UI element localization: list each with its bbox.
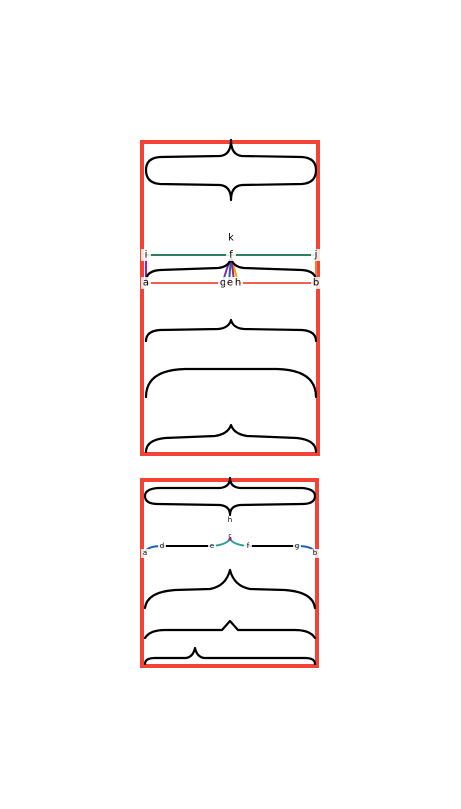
svg-text:b: b bbox=[313, 549, 318, 557]
label-e: e bbox=[225, 277, 235, 289]
brace2-pointed bbox=[143, 568, 317, 610]
label2-f: f bbox=[244, 542, 252, 551]
label-k: k bbox=[228, 233, 234, 244]
label2-c: c bbox=[228, 533, 231, 540]
svg-text:j: j bbox=[314, 250, 318, 261]
label2-d: d bbox=[158, 542, 166, 551]
label2-a: a bbox=[141, 549, 149, 558]
label-h: h bbox=[233, 277, 243, 289]
brace-small-top bbox=[144, 318, 318, 343]
svg-text:i: i bbox=[145, 250, 148, 261]
label-a: a bbox=[141, 277, 151, 289]
label2-g: g bbox=[293, 542, 301, 551]
svg-text:a: a bbox=[143, 549, 147, 557]
label2-e: e bbox=[208, 542, 216, 551]
label-g: g bbox=[218, 277, 228, 289]
brace-arc bbox=[144, 367, 318, 399]
panel-top: k i f j a g e h bbox=[140, 138, 321, 456]
label-b: b bbox=[311, 277, 321, 289]
label-h2: h bbox=[228, 516, 232, 524]
svg-text:f: f bbox=[229, 250, 233, 261]
label-f: f bbox=[226, 249, 236, 261]
brace-double bbox=[144, 138, 318, 202]
brace-pointed bbox=[144, 423, 318, 454]
svg-text:c: c bbox=[228, 533, 231, 540]
svg-text:g: g bbox=[295, 542, 299, 550]
brace2-flat bbox=[143, 619, 317, 640]
brace2-offset bbox=[143, 646, 317, 666]
svg-text:b: b bbox=[313, 278, 319, 289]
node-c-dot bbox=[228, 537, 232, 541]
svg-text:h: h bbox=[235, 278, 241, 289]
svg-text:f: f bbox=[247, 542, 250, 550]
svg-text:h: h bbox=[228, 516, 232, 524]
brace-double-small bbox=[143, 476, 317, 517]
panel-top-frame bbox=[140, 140, 320, 456]
label-j: j bbox=[311, 249, 321, 261]
svg-text:g: g bbox=[220, 278, 226, 289]
label-i: i bbox=[141, 249, 151, 261]
svg-text:k: k bbox=[228, 233, 234, 244]
label2-b: b bbox=[311, 549, 319, 558]
svg-text:e: e bbox=[227, 278, 233, 289]
svg-text:a: a bbox=[143, 278, 149, 289]
panel-bottom: h c a d e f g bbox=[140, 476, 319, 668]
svg-text:d: d bbox=[160, 542, 164, 550]
svg-text:e: e bbox=[210, 542, 214, 550]
